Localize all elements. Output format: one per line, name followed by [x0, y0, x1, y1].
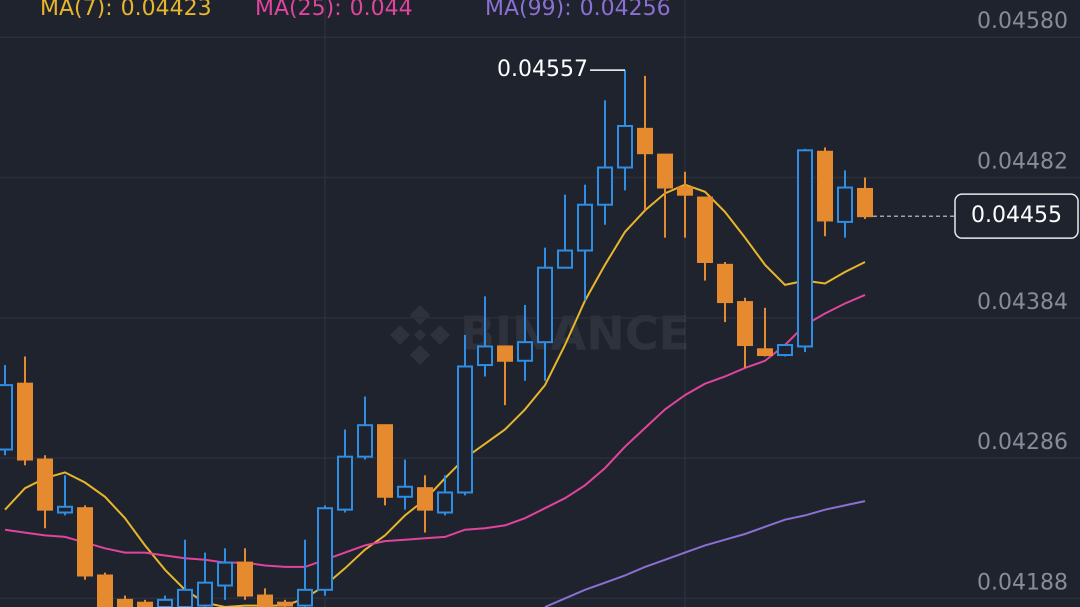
candle-body	[237, 561, 253, 597]
candle-body	[817, 150, 833, 222]
candle-body	[357, 424, 373, 458]
candle-body	[757, 348, 773, 357]
candle-body	[777, 344, 793, 357]
y-tick-label: 0.04482	[977, 150, 1068, 175]
ma-line	[544, 500, 866, 607]
watermark-text: BINANCE	[460, 307, 690, 361]
candle-body	[697, 196, 713, 263]
candle-body	[77, 507, 93, 577]
candle-body	[257, 594, 273, 607]
candle-body	[217, 561, 233, 587]
candle-body	[597, 166, 613, 206]
candle-body	[17, 382, 33, 461]
candle-body	[297, 588, 313, 607]
candle-body	[377, 424, 393, 498]
legend-value: 0.044	[350, 0, 413, 21]
last-price-box	[954, 193, 1079, 239]
candle-body	[557, 249, 573, 269]
candle-body	[197, 581, 213, 607]
candle-body	[397, 485, 413, 498]
legend-value: 0.04256	[580, 0, 671, 21]
candle-body	[57, 505, 73, 514]
ma-line	[4, 293, 866, 568]
candle-body	[837, 186, 853, 223]
candle-body	[617, 124, 633, 169]
price-axis: 0.04580 0.04482 0.04384 0.04286 0.04188 0.044…	[873, 9, 1079, 595]
candle-body	[797, 149, 813, 348]
last-price-label: 0.04455	[971, 203, 1062, 228]
legend-name: MA(25):	[255, 0, 342, 21]
candle-body	[577, 203, 593, 252]
legend-value: 0.04423	[121, 0, 212, 21]
candle-body	[857, 187, 873, 218]
y-tick-label: 0.04286	[977, 430, 1068, 455]
ma-line	[4, 183, 866, 607]
candle-body	[177, 588, 193, 607]
candle-body	[737, 301, 753, 347]
candle-body	[717, 263, 733, 304]
legend-entry: MA(7): 0.04423	[40, 0, 212, 21]
candle-body	[417, 487, 433, 511]
candle-body	[517, 341, 533, 362]
legend-name: MA(99):	[485, 0, 572, 21]
ma-lines	[4, 183, 866, 607]
y-tick-label: 0.04384	[977, 290, 1068, 315]
watermark: BINANCE	[390, 305, 690, 365]
legend: MA(7): 0.04423 MA(25): 0.044 MA(99): 0.04256	[40, 0, 671, 21]
candle-body	[37, 458, 53, 511]
candle-body	[0, 384, 13, 451]
candle-body	[677, 186, 693, 196]
legend-name: MA(7):	[40, 0, 113, 21]
candle-body	[117, 598, 133, 607]
high-marker-label: 0.04557	[497, 57, 588, 82]
candle-body	[337, 455, 353, 511]
candle-body	[497, 345, 513, 362]
candle-body	[457, 365, 473, 494]
candle-body	[637, 127, 653, 155]
candle-body	[97, 574, 113, 607]
candle-body	[277, 601, 293, 607]
candles: 0.04557	[0, 57, 873, 607]
candle-body	[537, 266, 553, 344]
y-tick-label: 0.04580	[977, 9, 1068, 34]
candle-body	[157, 598, 173, 607]
y-tick-label: 0.04188	[977, 570, 1068, 595]
candle-body	[137, 601, 153, 607]
legend-entry: MA(25): 0.044	[255, 0, 413, 21]
candle-body	[317, 507, 333, 591]
legend-entry: MA(99): 0.04256	[485, 0, 671, 21]
watermark-logo	[390, 305, 450, 365]
candle-body	[657, 153, 673, 189]
candle-body	[437, 491, 453, 514]
candle-body	[477, 345, 493, 367]
